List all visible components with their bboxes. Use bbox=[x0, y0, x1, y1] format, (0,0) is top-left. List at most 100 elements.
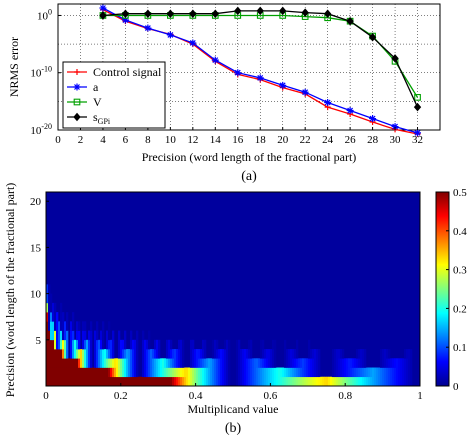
heatmap-cell bbox=[220, 367, 223, 378]
heatmap-cell bbox=[90, 330, 93, 341]
heatmap-cell bbox=[144, 376, 147, 387]
heatmap-cell bbox=[90, 339, 93, 350]
heatmap-cell bbox=[94, 376, 97, 387]
heatmap-cell bbox=[88, 349, 91, 359]
plot-a-ylabel: NRMS error bbox=[7, 37, 21, 97]
heatmap-cell bbox=[90, 376, 93, 387]
y-tick-label: 10-10 bbox=[30, 65, 52, 80]
heatmap-cell bbox=[112, 330, 115, 341]
heatmap-cell bbox=[362, 358, 365, 368]
heatmap-cell bbox=[146, 339, 149, 350]
heatmap-cell bbox=[208, 376, 211, 387]
heatmap-cell bbox=[266, 349, 269, 359]
heatmap-cell bbox=[290, 376, 293, 387]
heatmap-cell bbox=[394, 376, 397, 387]
heatmap-cell bbox=[254, 367, 257, 378]
heatmap-cell bbox=[94, 349, 97, 359]
heatmap-cell bbox=[224, 339, 227, 350]
heatmap-cell bbox=[256, 376, 259, 387]
heatmap-cell bbox=[182, 376, 185, 387]
heatmap-cell bbox=[264, 367, 267, 378]
heatmap-cell bbox=[300, 358, 303, 368]
heatmap-cell bbox=[100, 376, 103, 387]
heatmap-cell bbox=[52, 312, 55, 322]
heatmap-cell bbox=[370, 367, 373, 378]
heatmap-cell bbox=[148, 367, 151, 378]
heatmap-cell bbox=[120, 367, 123, 378]
heatmap-cell bbox=[184, 376, 187, 387]
heatmap-cell bbox=[356, 358, 359, 368]
heatmap-cell bbox=[120, 349, 123, 359]
heatmap-cell bbox=[160, 367, 163, 378]
heatmap-cell bbox=[368, 376, 371, 387]
heatmap-cell bbox=[306, 367, 309, 378]
heatmap-cell bbox=[372, 367, 375, 378]
heatmap-cell bbox=[210, 367, 213, 378]
heatmap-cell bbox=[174, 367, 177, 378]
heatmap-cell bbox=[352, 376, 355, 387]
heatmap-cell bbox=[410, 376, 413, 387]
heatmap-cell bbox=[340, 349, 343, 359]
heatmap-cell bbox=[282, 367, 285, 378]
heatmap-cell bbox=[178, 367, 181, 378]
marker-star bbox=[189, 39, 197, 47]
heatmap-cell bbox=[244, 349, 247, 359]
heatmap-cell bbox=[64, 358, 67, 368]
heatmap-cell bbox=[212, 339, 215, 350]
marker-diamond bbox=[189, 9, 197, 19]
heatmap-cell bbox=[66, 330, 69, 341]
heatmap-cell bbox=[238, 376, 241, 387]
heatmap-cell bbox=[62, 349, 65, 359]
heatmap-cell bbox=[310, 358, 313, 368]
heatmap-cell bbox=[352, 367, 355, 378]
heatmap-cell bbox=[248, 349, 251, 359]
heatmap-cell bbox=[56, 367, 59, 378]
plot-a-series bbox=[99, 4, 422, 138]
heatmap-cell bbox=[176, 358, 179, 368]
heatmap-cell bbox=[88, 330, 91, 341]
heatmap-cell bbox=[46, 358, 49, 368]
heatmap-cell bbox=[108, 339, 111, 350]
heatmap-cell bbox=[354, 376, 357, 387]
heatmap-cell bbox=[250, 376, 253, 387]
heatmap-cell bbox=[70, 367, 73, 378]
marker-diamond bbox=[144, 9, 152, 19]
heatmap-cell bbox=[332, 376, 335, 387]
heatmap-cell bbox=[108, 321, 111, 331]
heatmap-cell bbox=[48, 321, 51, 331]
heatmap-cell bbox=[60, 358, 63, 368]
heatmap-cell bbox=[166, 339, 169, 350]
heatmap-cell bbox=[170, 349, 173, 359]
heatmap-cell bbox=[198, 358, 201, 368]
heatmap-cell bbox=[94, 330, 97, 341]
heatmap-cell bbox=[396, 376, 399, 387]
x-tick-label: 30 bbox=[390, 134, 402, 146]
heatmap-cell bbox=[104, 349, 107, 359]
heatmap-cell bbox=[142, 358, 145, 368]
heatmap-cell bbox=[54, 339, 57, 350]
heatmap-cell bbox=[262, 376, 265, 387]
heatmap-cell bbox=[46, 330, 49, 341]
heatmap-cell bbox=[46, 312, 49, 322]
heatmap-cell bbox=[104, 367, 107, 378]
heatmap-cell bbox=[122, 339, 125, 350]
heatmap-cell bbox=[208, 367, 211, 378]
heatmap-cell bbox=[176, 376, 179, 387]
heatmap-cell bbox=[182, 349, 185, 359]
heatmap-cell bbox=[68, 367, 71, 378]
heatmap-cell bbox=[350, 376, 353, 387]
heatmap-cell bbox=[60, 302, 63, 313]
heatmap-cell bbox=[58, 376, 61, 387]
heatmap-cell bbox=[262, 367, 265, 378]
heatmap-cell bbox=[202, 358, 205, 368]
legend-label: V bbox=[93, 95, 102, 109]
heatmap-cell bbox=[226, 349, 229, 359]
heatmap-cell bbox=[212, 358, 215, 368]
heatmap-cell bbox=[158, 367, 161, 378]
heatmap-cell bbox=[306, 358, 309, 368]
heatmap-cell bbox=[212, 349, 215, 359]
heatmap-cell bbox=[398, 376, 401, 387]
heatmap-cell bbox=[158, 349, 161, 359]
heatmap-cell bbox=[336, 349, 339, 359]
heatmap-cell bbox=[122, 376, 125, 387]
